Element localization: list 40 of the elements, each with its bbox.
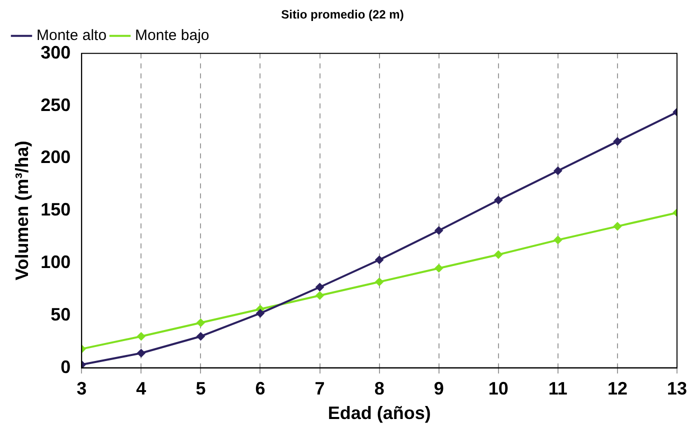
y-tick-label: 300 bbox=[40, 42, 71, 62]
x-tick-label: 5 bbox=[196, 378, 206, 399]
y-tick-label: 50 bbox=[50, 304, 71, 324]
point bbox=[375, 278, 384, 286]
point bbox=[137, 332, 146, 340]
x-tick-label: 10 bbox=[488, 378, 508, 399]
point bbox=[434, 226, 443, 235]
point bbox=[494, 250, 502, 259]
point bbox=[494, 196, 502, 204]
point bbox=[256, 309, 264, 318]
point bbox=[316, 291, 324, 300]
point bbox=[554, 166, 562, 175]
x-tick-label: 7 bbox=[314, 378, 325, 399]
point bbox=[434, 264, 443, 272]
y-tick-label: 200 bbox=[40, 147, 71, 168]
x-tick-label: 3 bbox=[76, 378, 87, 399]
x-tick-label: 11 bbox=[548, 378, 568, 399]
point bbox=[613, 222, 622, 230]
chart-title: Sitio promedio (22 m) bbox=[281, 8, 404, 22]
y-tick-label: 100 bbox=[40, 252, 71, 272]
point bbox=[613, 137, 622, 146]
x-tick-label: 8 bbox=[374, 378, 384, 399]
x-tick-label: 12 bbox=[607, 378, 628, 399]
x-tick-label: 4 bbox=[136, 378, 146, 399]
x-tick-label: 6 bbox=[255, 378, 266, 399]
point bbox=[375, 256, 384, 264]
point bbox=[316, 283, 324, 292]
y-tick-label: 150 bbox=[40, 200, 71, 220]
point bbox=[137, 349, 146, 358]
legend-label: Monte alto bbox=[36, 27, 107, 44]
x-tick-label: 9 bbox=[434, 378, 444, 399]
point bbox=[196, 332, 205, 340]
point bbox=[554, 236, 562, 244]
x-axis-title: Edad (años) bbox=[328, 403, 431, 424]
x-tick-label: 13 bbox=[666, 378, 688, 399]
legend-label: Monte bajo bbox=[135, 27, 210, 44]
y-axis-title: Volumen (m³/ha) bbox=[12, 140, 32, 280]
point bbox=[196, 318, 205, 327]
y-tick-label: 0 bbox=[60, 356, 71, 377]
y-tick-label: 250 bbox=[40, 94, 71, 115]
